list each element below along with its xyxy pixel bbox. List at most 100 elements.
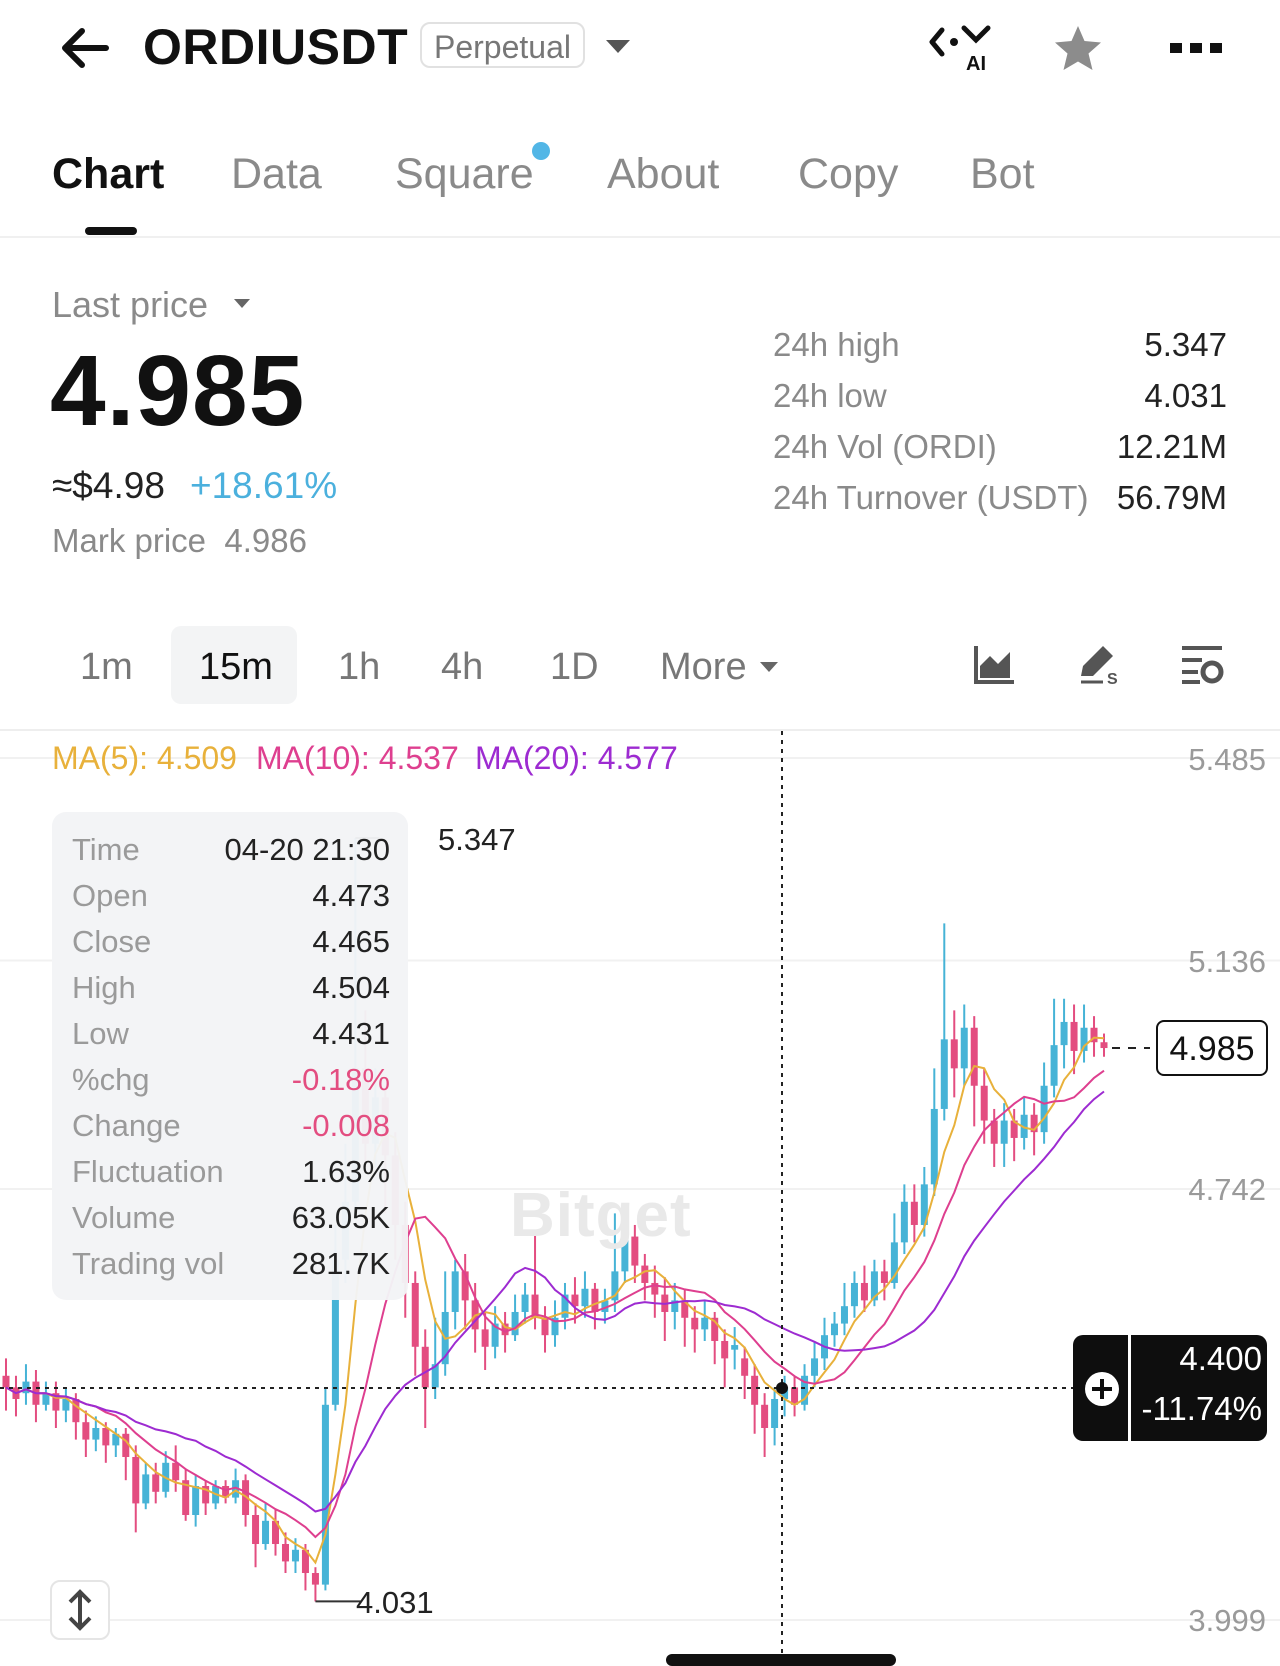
- candle-body: [571, 1294, 579, 1307]
- stat-value: 56.79M: [1116, 479, 1227, 516]
- caret-down-icon[interactable]: [760, 662, 778, 672]
- stat-label: 24h high: [773, 326, 900, 363]
- tab-about[interactable]: About: [607, 150, 720, 198]
- candle-body: [1030, 1114, 1038, 1133]
- interval-4h[interactable]: 4h: [441, 646, 484, 688]
- candle-body: [1100, 1042, 1108, 1049]
- symbol-title[interactable]: ORDIUSDT: [143, 19, 409, 75]
- y-tick-label: 3.999: [1188, 1603, 1266, 1638]
- info-label: Change: [72, 1108, 181, 1143]
- tab-chart[interactable]: Chart: [52, 150, 165, 198]
- interval-1m[interactable]: 1m: [80, 646, 133, 688]
- y-tick-label: 5.136: [1188, 944, 1266, 979]
- star-icon[interactable]: [1052, 24, 1104, 74]
- divider: [0, 236, 1280, 238]
- active-tab-indicator: [85, 227, 137, 235]
- ma20-label: MA(20): 4.577: [475, 740, 678, 776]
- tab-bot[interactable]: Bot: [970, 150, 1035, 198]
- candlestick-chart[interactable]: [0, 731, 1280, 1664]
- expand-chart-button[interactable]: [50, 1580, 110, 1640]
- info-label: Volume: [72, 1200, 176, 1235]
- draw-tool-icon[interactable]: S: [1075, 642, 1119, 688]
- chart-type-icon[interactable]: [972, 642, 1016, 686]
- chevron-down-icon[interactable]: [606, 40, 630, 53]
- candle-body: [751, 1375, 759, 1405]
- candle-body: [511, 1311, 519, 1336]
- candle-body: [651, 1282, 659, 1295]
- candle-body: [711, 1317, 719, 1341]
- y-tick-label: 4.742: [1188, 1172, 1266, 1207]
- tab-copy[interactable]: Copy: [798, 150, 899, 198]
- candle-body: [182, 1480, 190, 1516]
- candle-body: [910, 1201, 918, 1225]
- info-label: Time: [72, 832, 140, 867]
- min-price-label: 4.031: [356, 1585, 434, 1620]
- candle-body: [501, 1323, 509, 1336]
- usd-price: ≈$4.98: [52, 465, 165, 506]
- candle-body: [192, 1486, 200, 1516]
- info-value: 4.473: [312, 878, 390, 913]
- candle-body: [72, 1398, 80, 1423]
- candle-body: [860, 1282, 868, 1301]
- info-value: 04-20 21:30: [224, 832, 390, 867]
- interval-1h[interactable]: 1h: [338, 646, 381, 688]
- add-order-icon[interactable]: [1085, 1372, 1119, 1406]
- candle-body: [222, 1486, 230, 1498]
- caret-down-icon[interactable]: [234, 299, 250, 308]
- candle-body: [900, 1201, 908, 1243]
- info-value: 281.7K: [291, 1246, 390, 1281]
- candle-body: [62, 1398, 70, 1411]
- candle-body: [811, 1358, 819, 1376]
- tab-square[interactable]: Square: [395, 150, 534, 198]
- interval-more[interactable]: More: [660, 646, 747, 688]
- info-label: Close: [72, 924, 152, 959]
- info-value: -0.18%: [291, 1062, 390, 1097]
- candle-body: [1060, 1021, 1068, 1046]
- candle-body: [681, 1300, 689, 1318]
- candle-body: [791, 1387, 799, 1405]
- candle-body: [990, 1120, 998, 1144]
- candle-body: [601, 1300, 609, 1312]
- interval-15m[interactable]: 15m: [199, 646, 273, 688]
- last-price-label[interactable]: Last price: [52, 284, 209, 325]
- selected-interval-bg: [171, 626, 297, 704]
- info-value: 4.431: [312, 1016, 390, 1051]
- indicator-settings-icon[interactable]: [1180, 642, 1224, 686]
- candle-body: [1050, 1045, 1058, 1086]
- tab-data[interactable]: Data: [231, 150, 322, 198]
- ai-icon[interactable]: AI: [928, 24, 992, 75]
- y-tick-label: 5.485: [1188, 742, 1266, 777]
- info-label: High: [72, 970, 136, 1005]
- interval-1d[interactable]: 1D: [550, 646, 599, 688]
- candle-body: [451, 1271, 459, 1312]
- divider: [1128, 1335, 1131, 1441]
- price-change-pct: +18.61%: [190, 465, 338, 506]
- ma10-label: MA(10): 4.537: [256, 740, 459, 776]
- svg-text:AI: AI: [966, 53, 986, 74]
- candle-body: [321, 1404, 329, 1585]
- candle-body: [42, 1393, 50, 1405]
- candle-body: [801, 1375, 809, 1405]
- candle-body: [531, 1294, 539, 1318]
- candle-body: [1090, 1027, 1098, 1043]
- info-value: 63.05K: [291, 1200, 390, 1235]
- ma-line: [5, 1090, 1105, 1513]
- candle-body: [541, 1317, 549, 1336]
- info-label: Trading vol: [72, 1246, 225, 1281]
- candle-body: [142, 1474, 150, 1504]
- current-price-tag: 4.985: [1156, 1020, 1268, 1076]
- candle-body: [491, 1323, 499, 1347]
- candle-body: [112, 1433, 120, 1446]
- candle-body: [331, 1259, 339, 1405]
- candle-body: [691, 1317, 699, 1330]
- candle-body: [880, 1271, 888, 1283]
- more-dots-icon[interactable]: [1168, 38, 1224, 58]
- candle-body: [52, 1393, 60, 1411]
- mark-price: Mark price 4.986: [52, 522, 307, 560]
- mark-price-value: 4.986: [224, 522, 307, 559]
- candle-body: [2, 1375, 10, 1388]
- back-arrow-icon[interactable]: [56, 22, 112, 74]
- candle-body: [741, 1358, 749, 1376]
- last-price-value: 4.985: [50, 335, 306, 447]
- notification-dot: [532, 142, 550, 160]
